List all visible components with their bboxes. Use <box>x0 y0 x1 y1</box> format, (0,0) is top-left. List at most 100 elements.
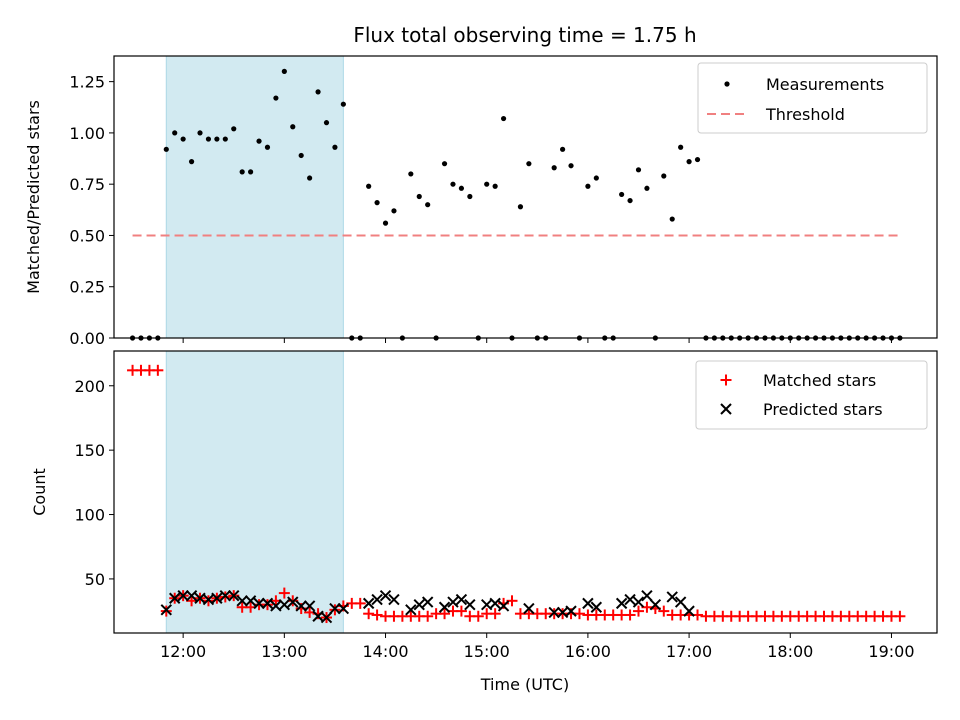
predicted-star-point <box>455 593 468 606</box>
measurement-point <box>500 115 507 122</box>
x-tick-label: 19:00 <box>868 642 914 661</box>
top-shaded-span <box>165 55 344 339</box>
measurement-point <box>323 120 330 126</box>
top-panel: 0.00 0.25 0.50 0.75 1.00 1.25 Matched/Predict… <box>24 55 938 348</box>
measurement-point <box>374 200 380 206</box>
measurement-point <box>290 124 296 130</box>
measurement-point <box>172 130 178 136</box>
measurement-point <box>273 95 279 101</box>
measurement-point <box>585 183 591 189</box>
measurement-point <box>450 181 456 187</box>
measurement-point <box>686 159 692 165</box>
predicted-star-point <box>185 589 198 602</box>
matched-star-point <box>472 610 484 622</box>
legend-predicted-label: Predicted stars <box>763 400 883 419</box>
predicted-star-point <box>649 598 662 611</box>
measurement-point <box>180 136 186 142</box>
measurement-point <box>248 169 254 175</box>
x-tick-label: 13:00 <box>261 642 307 661</box>
measurement-point <box>560 146 566 152</box>
top-y-ticks: 0.00 0.25 0.50 0.75 1.00 1.25 <box>69 73 114 348</box>
bottom-y-axis-label: Count <box>30 468 49 516</box>
measurement-point <box>264 144 271 150</box>
measurement-point <box>205 136 212 142</box>
predicted-star-point <box>295 600 307 612</box>
measurement-point <box>661 173 667 179</box>
predicted-star-point <box>362 597 375 610</box>
predicted-star-point <box>244 595 257 607</box>
legend-measurement-marker <box>724 81 730 87</box>
predicted-star-point <box>666 591 678 603</box>
measurement-point <box>382 220 389 226</box>
measurement-point <box>332 144 338 150</box>
predicted-star-point <box>320 611 333 624</box>
x-tick-label: 17:00 <box>666 642 712 661</box>
y-tick-label: 0.50 <box>69 226 105 245</box>
measurement-point <box>568 163 574 169</box>
x-axis-label: Time (UTC) <box>480 675 569 694</box>
measurement-point <box>644 185 650 191</box>
legend-matched-marker <box>720 374 732 386</box>
x-tick-label: 15:00 <box>464 642 510 661</box>
measurement-point <box>467 193 473 200</box>
legend-measurements-label: Measurements <box>766 75 884 94</box>
predicted-star-point <box>683 605 695 617</box>
matched-star-point <box>371 609 383 621</box>
x-tick-label: 14:00 <box>362 642 408 661</box>
bottom-plot-frame <box>113 350 938 634</box>
legend-plus-glyph <box>720 374 732 386</box>
predicted-star-point <box>303 600 316 612</box>
matched-star-point <box>658 605 670 617</box>
measurement-point <box>678 144 684 150</box>
measurement-point <box>416 193 422 200</box>
matched-star-point <box>489 608 501 620</box>
measurement-point <box>307 175 313 181</box>
top-plot-frame <box>113 55 938 339</box>
predicted-star-point <box>413 598 425 611</box>
predicted-star-point <box>464 598 476 611</box>
x-tick-label: 18:00 <box>767 642 813 661</box>
count-points <box>127 364 906 624</box>
predicted-star-point <box>329 602 341 615</box>
measurement-point <box>669 216 675 222</box>
predicted-star-point <box>582 597 594 610</box>
measurement-point <box>340 101 346 107</box>
predicted-star-point <box>438 601 451 613</box>
bottom-legend-box <box>695 360 928 430</box>
matched-star-point <box>632 605 644 617</box>
predicted-star-point <box>236 595 248 607</box>
top-x-ticks <box>182 338 892 343</box>
bottom-panel: 50 100 150 200 12:00 13:00 14:00 15:00 16:00 17:… <box>30 350 938 694</box>
legend-predicted-marker <box>720 403 732 415</box>
predicted-star-point <box>624 593 636 606</box>
predicted-star-point <box>371 593 383 606</box>
measurement-point <box>635 167 642 173</box>
y-tick-label: 150 <box>74 441 105 460</box>
measurement-point <box>551 165 557 171</box>
measurement-point <box>492 183 498 189</box>
matched-star-point <box>439 608 451 620</box>
measurement-point <box>239 169 245 175</box>
predicted-star-point <box>278 598 291 611</box>
y-tick-label: 0.75 <box>69 175 105 194</box>
matched-star-point <box>624 609 636 621</box>
matched-star-point <box>152 364 164 376</box>
measurement-point <box>694 156 701 163</box>
predicted-star-point <box>261 597 274 610</box>
x-tick-label: 16:00 <box>565 642 611 661</box>
measurement-point <box>627 197 633 204</box>
matched-star-point <box>422 610 434 622</box>
y-tick-label: 0.00 <box>69 329 105 348</box>
predicted-star-point <box>177 589 189 602</box>
chart-title: Flux total observing time = 1.75 h <box>353 23 696 47</box>
top-legend-box <box>697 62 928 134</box>
measurement-point <box>256 138 262 144</box>
predicted-star-point <box>337 602 350 615</box>
legend-matched-label: Matched stars <box>763 371 876 390</box>
measurement-point <box>214 136 220 142</box>
predicted-star-point <box>160 604 172 616</box>
predicted-star-point <box>615 597 628 610</box>
bottom-shaded-span <box>165 350 344 634</box>
measurement-point <box>281 68 287 74</box>
